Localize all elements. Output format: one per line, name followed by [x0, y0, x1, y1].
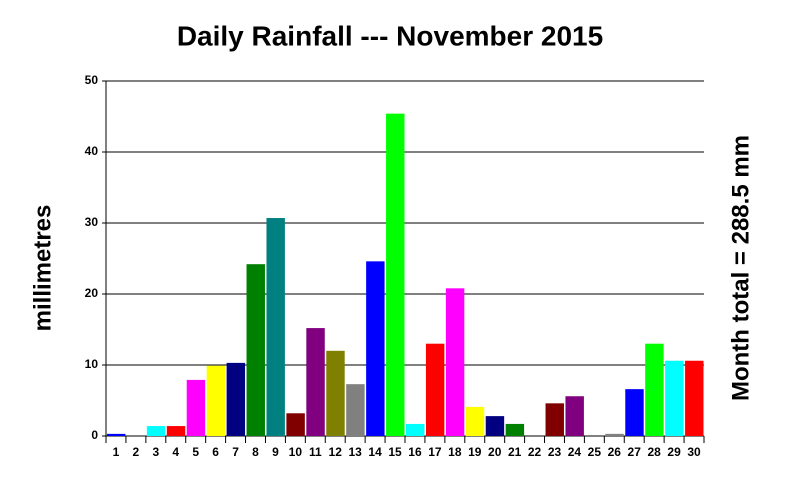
x-tick-label: 15 [388, 445, 402, 459]
bar [605, 433, 624, 436]
x-tick-label: 1 [113, 445, 120, 459]
bar [226, 362, 246, 436]
chart-title: Daily Rainfall --- November 2015 [177, 20, 603, 51]
x-tick-label: 27 [628, 445, 642, 459]
bar [186, 379, 206, 436]
y-tick-label: 20 [85, 286, 99, 300]
x-tick-label: 26 [608, 445, 622, 459]
bar [465, 406, 485, 436]
y-axis-label: millimetres [29, 205, 56, 332]
bar [107, 433, 126, 436]
bar [306, 328, 325, 436]
y-tick-label: 40 [85, 144, 99, 158]
x-tick-label: 30 [687, 445, 701, 459]
bar [386, 113, 405, 436]
x-tick-label: 8 [252, 445, 259, 459]
x-tick-label: 24 [568, 445, 582, 459]
bar [665, 360, 684, 436]
x-tick-label: 12 [329, 445, 343, 459]
x-tick-label: 7 [232, 445, 239, 459]
x-tick-label: 19 [468, 445, 482, 459]
bar [286, 413, 305, 436]
y-tick-label: 0 [91, 428, 98, 442]
x-tick-label: 23 [548, 445, 562, 459]
x-tick-label: 28 [647, 445, 661, 459]
annotation: Month total = 288.5 mm [727, 135, 754, 401]
x-tick-label: 17 [428, 445, 442, 459]
bar [685, 360, 704, 436]
y-tick-label: 30 [85, 215, 99, 229]
x-tick-label: 6 [212, 445, 219, 459]
bar [625, 389, 644, 436]
x-tick-label: 16 [408, 445, 422, 459]
bar [406, 423, 425, 436]
bar [346, 384, 365, 436]
y-tick-label: 10 [85, 357, 99, 371]
bar [645, 343, 664, 436]
bar [326, 350, 345, 436]
x-tick-label: 5 [192, 445, 199, 459]
x-tick-label: 14 [368, 445, 382, 459]
x-tick-label: 3 [152, 445, 159, 459]
bar [246, 264, 265, 436]
x-tick-label: 9 [272, 445, 279, 459]
bar [445, 288, 465, 436]
x-tick-label: 18 [448, 445, 462, 459]
x-tick-label: 4 [172, 445, 179, 459]
x-tick-label: 21 [508, 445, 522, 459]
bar [266, 218, 285, 436]
y-tick-label: 50 [85, 73, 99, 87]
x-tick-label: 13 [348, 445, 362, 459]
bar [146, 426, 166, 436]
x-tick-label: 22 [528, 445, 542, 459]
bar [166, 426, 186, 436]
bar [206, 365, 226, 436]
bar [366, 261, 385, 436]
bar [565, 396, 584, 436]
bar [485, 416, 505, 436]
bar [545, 403, 564, 436]
x-tick-label: 25 [588, 445, 602, 459]
x-tick-label: 20 [488, 445, 502, 459]
x-tick-label: 29 [667, 445, 681, 459]
x-tick-label: 10 [289, 445, 303, 459]
bar [425, 343, 445, 436]
bar [505, 423, 525, 436]
x-tick-label: 11 [309, 445, 322, 459]
x-tick-label: 2 [133, 445, 140, 459]
